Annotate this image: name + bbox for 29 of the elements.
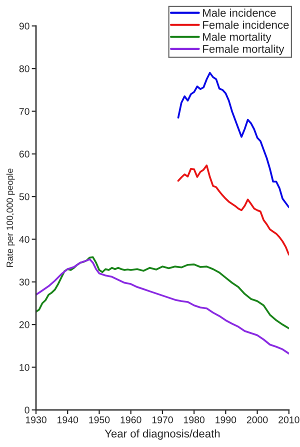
x-tick-label: 1970 (152, 416, 173, 424)
legend-label: Male mortality (203, 32, 272, 44)
x-tick-label: 1980 (184, 416, 204, 424)
y-tick-label: 30 (19, 278, 30, 286)
legend-label: Female incidence (203, 20, 289, 29)
y-tick-label: 50 (19, 193, 30, 200)
legend-label: Female mortality (203, 44, 284, 56)
y-tick-label: 70 (19, 108, 30, 115)
legend-label: Male incidence (203, 8, 276, 17)
y-tick-label: 90 (19, 22, 30, 30)
x-axis-title: Year of diagnosis/death (104, 429, 220, 440)
y-tick-label: 40 (19, 236, 30, 243)
x-tick-label: 1950 (89, 416, 110, 424)
line-series (36, 258, 289, 354)
x-tick-label: 1940 (58, 416, 78, 424)
x-tick-label: 2000 (246, 416, 268, 424)
line-series (177, 164, 289, 256)
y-tick-label: 80 (19, 65, 30, 72)
y-tick-label: 0 (24, 406, 30, 414)
x-tick-label: 2010 (278, 416, 300, 424)
line-series (177, 72, 289, 208)
y-tick-label: 60 (19, 150, 30, 158)
x-tick-label: 1930 (26, 416, 46, 424)
y-tick-label: 10 (20, 364, 30, 371)
y-axis-title: Rate per 100,000 people (6, 168, 15, 267)
x-tick-label: 1960 (120, 416, 142, 424)
line-series (36, 256, 289, 330)
y-tick-label: 20 (19, 321, 30, 328)
x-tick-label: 1990 (216, 416, 236, 424)
